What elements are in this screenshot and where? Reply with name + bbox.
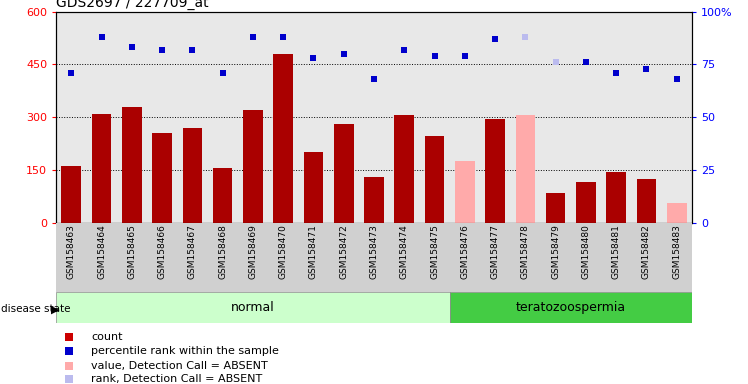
Bar — [425, 136, 444, 223]
Text: GDS2697 / 227709_at: GDS2697 / 227709_at — [56, 0, 209, 10]
Text: GSM158479: GSM158479 — [551, 224, 560, 279]
Point — [484, 185, 496, 191]
Bar — [637, 179, 656, 223]
Text: disease state: disease state — [1, 304, 70, 314]
Text: GSM158478: GSM158478 — [521, 224, 530, 279]
Text: teratozoospermia: teratozoospermia — [515, 301, 626, 314]
Point — [368, 76, 380, 82]
Point — [550, 59, 562, 65]
Point — [338, 51, 350, 57]
Bar — [243, 110, 263, 223]
Bar — [183, 127, 202, 223]
Point — [96, 34, 108, 40]
Text: GSM158464: GSM158464 — [97, 224, 106, 279]
Bar — [61, 166, 81, 223]
Text: GSM158467: GSM158467 — [188, 224, 197, 279]
Point — [217, 70, 229, 76]
Bar — [122, 107, 141, 223]
Text: GSM158466: GSM158466 — [158, 224, 167, 279]
Text: GSM158477: GSM158477 — [491, 224, 500, 279]
Point — [278, 34, 289, 40]
Text: GSM158483: GSM158483 — [672, 224, 681, 279]
Text: percentile rank within the sample: percentile rank within the sample — [91, 346, 279, 356]
Text: GSM158482: GSM158482 — [642, 224, 651, 279]
Point — [519, 34, 531, 40]
Bar — [153, 133, 172, 223]
Point — [65, 70, 77, 76]
Point — [484, 310, 496, 316]
Bar — [515, 115, 536, 223]
Text: rank, Detection Call = ABSENT: rank, Detection Call = ABSENT — [91, 374, 263, 384]
Point — [186, 46, 198, 53]
Bar — [455, 161, 475, 223]
Point — [398, 46, 410, 53]
Point — [459, 53, 470, 59]
Text: normal: normal — [231, 301, 275, 314]
Point — [247, 34, 259, 40]
Text: GSM158469: GSM158469 — [248, 224, 257, 279]
Bar — [485, 119, 505, 223]
Bar — [304, 152, 323, 223]
Bar — [576, 182, 595, 223]
Text: GSM158471: GSM158471 — [309, 224, 318, 279]
Text: GSM158476: GSM158476 — [460, 224, 469, 279]
Bar — [364, 177, 384, 223]
Bar — [667, 204, 687, 223]
Text: GSM158468: GSM158468 — [218, 224, 227, 279]
Point — [126, 44, 138, 50]
Point — [580, 59, 592, 65]
Bar — [394, 115, 414, 223]
Text: GSM158463: GSM158463 — [67, 224, 76, 279]
Text: GSM158480: GSM158480 — [581, 224, 590, 279]
Bar — [273, 54, 293, 223]
Text: GSM158474: GSM158474 — [399, 224, 408, 279]
Text: GSM158473: GSM158473 — [370, 224, 378, 279]
Text: value, Detection Call = ABSENT: value, Detection Call = ABSENT — [91, 361, 268, 371]
Bar — [56, 292, 450, 323]
Point — [156, 46, 168, 53]
Text: ▶: ▶ — [51, 305, 59, 314]
Bar — [450, 292, 692, 323]
Bar — [92, 114, 111, 223]
Point — [484, 54, 496, 60]
Point — [307, 55, 319, 61]
Text: GSM158470: GSM158470 — [279, 224, 288, 279]
Bar — [607, 172, 626, 223]
Point — [640, 65, 652, 71]
Text: GSM158475: GSM158475 — [430, 224, 439, 279]
Point — [671, 76, 683, 82]
Text: GSM158481: GSM158481 — [612, 224, 621, 279]
Point — [610, 70, 622, 76]
Point — [489, 36, 501, 42]
Text: GSM158465: GSM158465 — [127, 224, 136, 279]
Text: GSM158472: GSM158472 — [340, 224, 349, 279]
Text: count: count — [91, 332, 123, 342]
Point — [429, 53, 441, 59]
Bar — [546, 193, 565, 223]
Bar — [334, 124, 354, 223]
Bar — [212, 168, 233, 223]
